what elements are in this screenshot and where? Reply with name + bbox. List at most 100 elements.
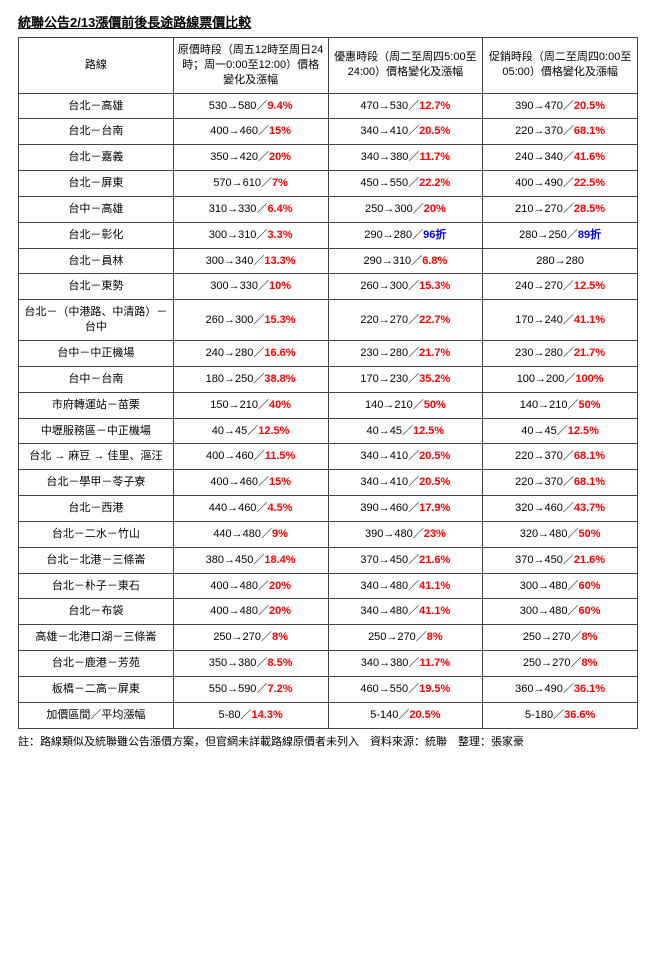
table-row: 台北－朴子－東石400→480／20%340→480／41.1%300→480／… xyxy=(19,573,638,599)
table-row: 台北－鹿港－芳苑350→380／8.5%340→380／11.7%250→270… xyxy=(19,651,638,677)
percent-change: 14.3% xyxy=(252,709,283,721)
price-change: 140→210／ xyxy=(365,399,424,411)
price-change: 400→480／ xyxy=(210,605,269,617)
price-change: 400→460／ xyxy=(210,125,269,137)
price-change: 550→590／ xyxy=(209,683,268,695)
value-cell: 250→270／8% xyxy=(328,625,483,651)
route-cell: 中壢服務區－中正機場 xyxy=(19,418,174,444)
percent-change: 8% xyxy=(582,631,598,643)
value-cell: 260→300／15.3% xyxy=(173,300,328,341)
table-row: 台北－（中港路、中清路）－台中260→300／15.3%220→270／22.7… xyxy=(19,300,638,341)
percent-change: 20% xyxy=(269,151,291,163)
price-change: 150→210／ xyxy=(210,399,269,411)
percent-change: 20.5% xyxy=(409,709,440,721)
price-change: 250→270／ xyxy=(368,631,427,643)
price-change: 260→300／ xyxy=(206,314,265,326)
price-change: 440→460／ xyxy=(209,502,268,514)
value-cell: 250→270／8% xyxy=(483,651,638,677)
price-change: 170→240／ xyxy=(515,314,574,326)
value-cell: 220→370／68.1% xyxy=(483,470,638,496)
table-row: 台北－學甲－苓子寮400→460／15%340→410／20.5%220→370… xyxy=(19,470,638,496)
price-change: 5-140／ xyxy=(370,709,409,721)
value-cell: 140→210／50% xyxy=(483,392,638,418)
value-cell: 390→470／20.5% xyxy=(483,93,638,119)
percent-change: 10% xyxy=(269,280,291,292)
price-change: 340→410／ xyxy=(360,125,419,137)
percent-change: 41.1% xyxy=(419,605,450,617)
table-row: 加價區間／平均漲幅5-80／14.3%5-140／20.5%5-180／36.6… xyxy=(19,702,638,728)
value-cell: 240→280／16.6% xyxy=(173,340,328,366)
price-change: 340→480／ xyxy=(360,580,419,592)
value-cell: 220→370／68.1% xyxy=(483,444,638,470)
percent-change: 100% xyxy=(575,373,603,385)
route-cell: 台中－台南 xyxy=(19,366,174,392)
price-change: 40→45／ xyxy=(521,425,567,437)
table-row: 台北－西港440→460／4.5%390→460／17.9%320→460／43… xyxy=(19,496,638,522)
percent-change: 9.4% xyxy=(267,100,292,112)
route-cell: 台北－嘉義 xyxy=(19,145,174,171)
table-row: 台北－東勢300→330／10%260→300／15.3%240→270／12.… xyxy=(19,274,638,300)
percent-change: 7.2% xyxy=(267,683,292,695)
table-row: 台北－北港－三條崙380→450／18.4%370→450／21.6%370→4… xyxy=(19,547,638,573)
fare-table: 路線 原價時段（周五12時至周日24時；周一0:00至12:00）價格變化及漲幅… xyxy=(18,37,638,729)
percent-change: 8% xyxy=(427,631,443,643)
value-cell: 310→330／6.4% xyxy=(173,196,328,222)
value-cell: 400→490／22.5% xyxy=(483,171,638,197)
value-cell: 340→410／20.5% xyxy=(328,119,483,145)
value-cell: 550→590／7.2% xyxy=(173,676,328,702)
value-cell: 5-140／20.5% xyxy=(328,702,483,728)
price-change: 250→270／ xyxy=(213,631,272,643)
value-cell: 300→310／3.3% xyxy=(173,222,328,248)
percent-change: 68.1% xyxy=(574,476,605,488)
percent-change: 6.8% xyxy=(422,255,447,267)
value-cell: 300→480／60% xyxy=(483,573,638,599)
price-change: 230→280／ xyxy=(360,347,419,359)
price-change: 400→490／ xyxy=(515,177,574,189)
value-cell: 170→240／41.1% xyxy=(483,300,638,341)
percent-change: 19.5% xyxy=(419,683,450,695)
percent-change: 38.8% xyxy=(264,373,295,385)
percent-change: 20.5% xyxy=(419,476,450,488)
value-cell: 340→410／20.5% xyxy=(328,470,483,496)
price-change: 210→270／ xyxy=(515,203,574,215)
route-cell: 台北－朴子－東石 xyxy=(19,573,174,599)
percent-change: 12.5% xyxy=(574,280,605,292)
percent-change: 41.6% xyxy=(574,151,605,163)
value-cell: 340→480／41.1% xyxy=(328,599,483,625)
table-row: 中壢服務區－中正機場40→45／12.5%40→45／12.5%40→45／12… xyxy=(19,418,638,444)
price-change: 220→370／ xyxy=(515,450,574,462)
percent-change: 35.2% xyxy=(419,373,450,385)
value-cell: 300→330／10% xyxy=(173,274,328,300)
percent-change: 50% xyxy=(578,399,600,411)
table-row: 台北－彰化300→310／3.3%290→280／96折280→250／89折 xyxy=(19,222,638,248)
percent-change: 23% xyxy=(424,528,446,540)
value-cell: 350→420／20% xyxy=(173,145,328,171)
percent-change: 8% xyxy=(272,631,288,643)
percent-change: 22.2% xyxy=(419,177,450,189)
price-change: 280→250／ xyxy=(519,229,578,241)
value-cell: 470→530／12.7% xyxy=(328,93,483,119)
route-cell: 台北－西港 xyxy=(19,496,174,522)
route-cell: 台北－東勢 xyxy=(19,274,174,300)
price-change: 440→480／ xyxy=(213,528,272,540)
price-change: 400→460／ xyxy=(206,450,265,462)
table-row: 台北－二水－竹山440→480／9%390→480／23%320→480／50% xyxy=(19,521,638,547)
price-change: 260→300／ xyxy=(360,280,419,292)
value-cell: 340→380／11.7% xyxy=(328,651,483,677)
percent-change: 9% xyxy=(272,528,288,540)
route-cell: 市府轉運站－苗栗 xyxy=(19,392,174,418)
route-cell: 台北－北港－三條崙 xyxy=(19,547,174,573)
route-cell: 台北－鹿港－芳苑 xyxy=(19,651,174,677)
price-change: 170→230／ xyxy=(360,373,419,385)
price-change: 140→210／ xyxy=(520,399,579,411)
price-change: 350→380／ xyxy=(209,657,268,669)
value-cell: 340→410／20.5% xyxy=(328,444,483,470)
price-change: 240→280／ xyxy=(206,347,265,359)
route-cell: 台北－彰化 xyxy=(19,222,174,248)
route-cell: 台北－台南 xyxy=(19,119,174,145)
price-change: 570→610／ xyxy=(213,177,272,189)
price-change: 5-80／ xyxy=(219,709,252,721)
price-change: 300→480／ xyxy=(520,605,579,617)
value-cell: 440→460／4.5% xyxy=(173,496,328,522)
value-cell: 210→270／28.5% xyxy=(483,196,638,222)
